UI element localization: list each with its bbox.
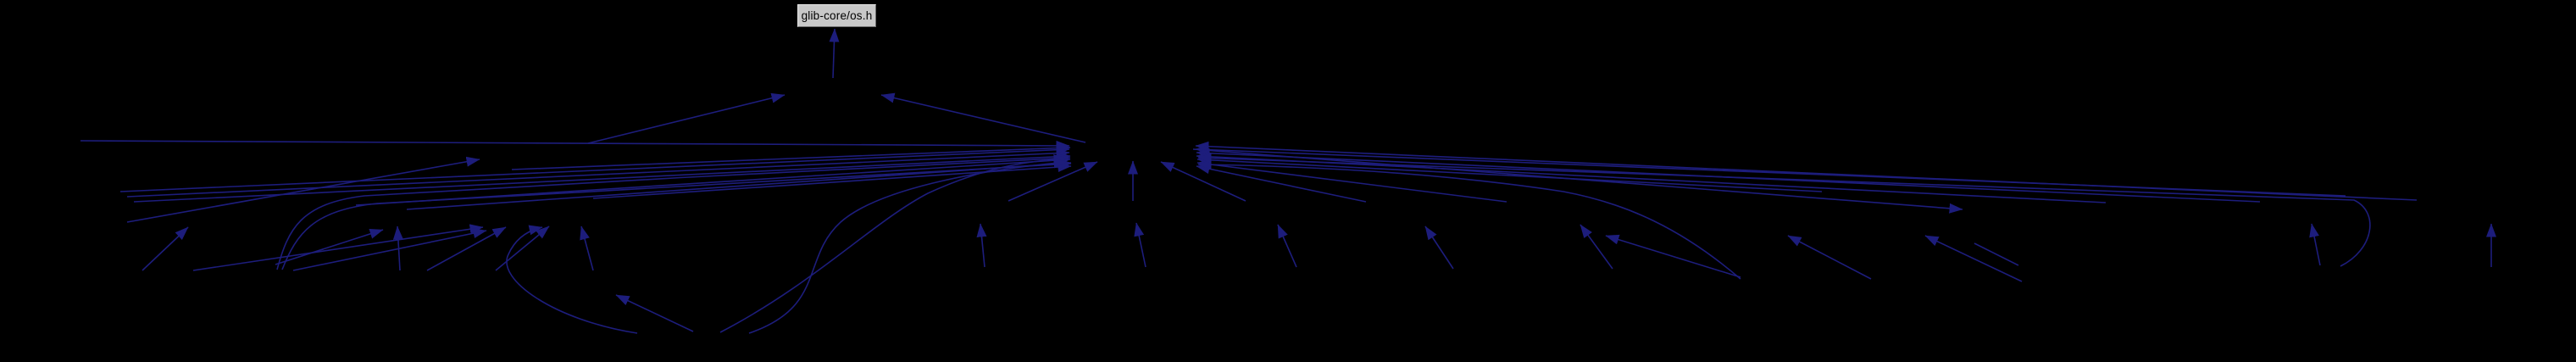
- graph-edge: [1197, 159, 1741, 280]
- graph-edge: [1008, 161, 1098, 202]
- graph-edge: [748, 158, 1068, 334]
- graph-edge: [426, 226, 507, 271]
- graph-node-label: glib-core/os.h: [801, 9, 873, 22]
- graph-edge: [1160, 161, 1246, 202]
- graph-edge: [511, 142, 1071, 170]
- graph-edge: [495, 226, 550, 271]
- graph-edge: [587, 92, 786, 144]
- graph-edge: [1134, 222, 1146, 268]
- graph-edge: [1579, 224, 1613, 270]
- graph-edge: [1196, 159, 1507, 203]
- graph-node-glib-core-os-h[interactable]: glib-core/os.h: [797, 4, 876, 27]
- graph-edge: [126, 148, 1070, 198]
- graph-edge: [133, 151, 1071, 203]
- graph-edge: [126, 156, 480, 223]
- graph-edge: [2309, 223, 2321, 266]
- graph-edge: [392, 226, 403, 271]
- graph-edge: [1192, 148, 1963, 214]
- graph-edge: [281, 159, 1072, 270]
- graph-edge: [1924, 235, 2023, 282]
- graph-edge: [292, 228, 487, 271]
- graph-edge-group: [80, 28, 2496, 334]
- graph-edge: [192, 224, 484, 271]
- graph-edge: [1605, 234, 1741, 278]
- graph-edge: [615, 294, 694, 332]
- graph-edge: [1424, 226, 1454, 270]
- graph-edge: [275, 229, 384, 265]
- graph-edge: [1974, 242, 2019, 266]
- graph-edge: [976, 223, 987, 268]
- graph-edge: [580, 226, 594, 271]
- graph-edge: [80, 140, 1070, 151]
- graph-edge: [880, 92, 1086, 143]
- graph-edge: [276, 153, 1071, 270]
- graph-edge: [719, 153, 1068, 333]
- graph-edge: [1787, 235, 1872, 280]
- graph-edge: [1196, 154, 1823, 192]
- graph-edge: [1196, 164, 1367, 203]
- graph-edge: [1195, 144, 2346, 197]
- graph-edge: [829, 28, 840, 79]
- graph-edge: [1197, 153, 2371, 267]
- graph-edge: [506, 225, 638, 334]
- graph-edge: [142, 226, 189, 271]
- graph-edge: [1277, 224, 1297, 268]
- graph-edge: [119, 144, 1070, 192]
